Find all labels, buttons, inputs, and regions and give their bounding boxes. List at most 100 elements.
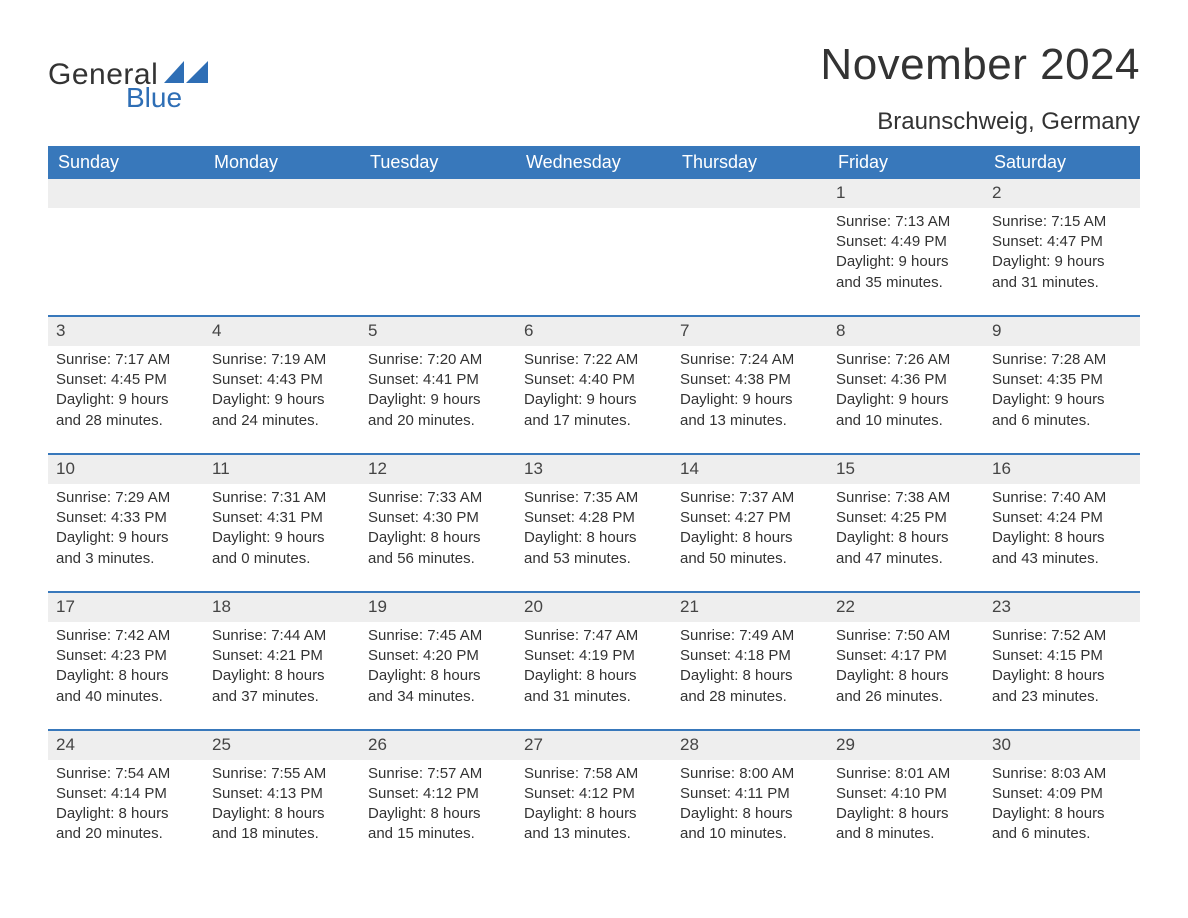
day-dl1: Daylight: 8 hours xyxy=(680,804,820,824)
day-body: Sunrise: 7:24 AMSunset: 4:38 PMDaylight:… xyxy=(672,350,828,431)
day-sunrise: Sunrise: 7:29 AM xyxy=(56,488,196,508)
day-cell xyxy=(516,179,672,315)
day-sunset: Sunset: 4:45 PM xyxy=(56,370,196,390)
day-sunrise: Sunrise: 7:58 AM xyxy=(524,764,664,784)
day-sunset: Sunset: 4:31 PM xyxy=(212,508,352,528)
day-dl1: Daylight: 8 hours xyxy=(992,804,1132,824)
day-number: 20 xyxy=(516,591,672,622)
day-sunset: Sunset: 4:15 PM xyxy=(992,646,1132,666)
day-number: 16 xyxy=(984,453,1140,484)
week-row: 24 Sunrise: 7:54 AMSunset: 4:14 PMDayligh… xyxy=(48,729,1140,867)
day-dl2: and 35 minutes. xyxy=(836,273,976,293)
week-row: 1Sunrise: 7:13 AMSunset: 4:49 PMDaylight… xyxy=(48,179,1140,315)
day-sunrise: Sunrise: 7:37 AM xyxy=(680,488,820,508)
day-number: 10 xyxy=(48,453,204,484)
day-sunrise: Sunrise: 7:49 AM xyxy=(680,626,820,646)
day-cell: 27 Sunrise: 7:58 AMSunset: 4:12 PMDayligh… xyxy=(516,729,672,867)
day-dl2: and 20 minutes. xyxy=(56,824,196,844)
day-sunset: Sunset: 4:41 PM xyxy=(368,370,508,390)
day-dl1: Daylight: 8 hours xyxy=(524,528,664,548)
day-number xyxy=(204,179,360,208)
day-sunset: Sunset: 4:10 PM xyxy=(836,784,976,804)
day-dl2: and 10 minutes. xyxy=(836,411,976,431)
day-dl2: and 28 minutes. xyxy=(680,687,820,707)
day-body: Sunrise: 7:33 AMSunset: 4:30 PMDaylight:… xyxy=(360,488,516,569)
day-dl1: Daylight: 9 hours xyxy=(836,390,976,410)
day-body: Sunrise: 7:19 AMSunset: 4:43 PMDaylight:… xyxy=(204,350,360,431)
day-sunset: Sunset: 4:27 PM xyxy=(680,508,820,528)
day-dl2: and 13 minutes. xyxy=(680,411,820,431)
day-number: 5 xyxy=(360,315,516,346)
day-dl1: Daylight: 9 hours xyxy=(524,390,664,410)
weeks-container: 1Sunrise: 7:13 AMSunset: 4:49 PMDaylight… xyxy=(48,179,1140,867)
day-number: 23 xyxy=(984,591,1140,622)
day-cell: 19Sunrise: 7:45 AMSunset: 4:20 PMDayligh… xyxy=(360,591,516,729)
day-dl2: and 15 minutes. xyxy=(368,824,508,844)
day-body xyxy=(672,212,828,292)
day-dl2: and 0 minutes. xyxy=(212,549,352,569)
day-number: 4 xyxy=(204,315,360,346)
day-dl1: Daylight: 8 hours xyxy=(56,666,196,686)
day-body xyxy=(516,212,672,292)
day-body: Sunrise: 7:54 AMSunset: 4:14 PMDaylight:… xyxy=(48,764,204,845)
logo: General Blue xyxy=(48,58,208,114)
day-sunset: Sunset: 4:18 PM xyxy=(680,646,820,666)
day-cell: 24 Sunrise: 7:54 AMSunset: 4:14 PMDayligh… xyxy=(48,729,204,867)
day-cell: 22Sunrise: 7:50 AMSunset: 4:17 PMDayligh… xyxy=(828,591,984,729)
day-sunset: Sunset: 4:24 PM xyxy=(992,508,1132,528)
weekday-header: Wednesday xyxy=(516,146,672,179)
day-sunset: Sunset: 4:21 PM xyxy=(212,646,352,666)
day-sunrise: Sunrise: 7:40 AM xyxy=(992,488,1132,508)
day-dl1: Daylight: 8 hours xyxy=(524,666,664,686)
day-dl1: Daylight: 9 hours xyxy=(680,390,820,410)
day-body: Sunrise: 7:37 AMSunset: 4:27 PMDaylight:… xyxy=(672,488,828,569)
day-dl2: and 34 minutes. xyxy=(368,687,508,707)
day-cell: 28Sunrise: 8:00 AMSunset: 4:11 PMDayligh… xyxy=(672,729,828,867)
day-sunrise: Sunrise: 7:13 AM xyxy=(836,212,976,232)
day-number: 22 xyxy=(828,591,984,622)
day-number: 14 xyxy=(672,453,828,484)
day-dl1: Daylight: 8 hours xyxy=(212,666,352,686)
day-sunset: Sunset: 4:09 PM xyxy=(992,784,1132,804)
day-dl1: Daylight: 8 hours xyxy=(368,528,508,548)
day-sunset: Sunset: 4:40 PM xyxy=(524,370,664,390)
day-dl2: and 23 minutes. xyxy=(992,687,1132,707)
day-dl1: Daylight: 8 hours xyxy=(992,528,1132,548)
day-dl2: and 6 minutes. xyxy=(992,411,1132,431)
day-number: 24 xyxy=(48,729,204,760)
day-body: Sunrise: 7:38 AMSunset: 4:25 PMDaylight:… xyxy=(828,488,984,569)
day-number: 27 xyxy=(516,729,672,760)
day-dl1: Daylight: 9 hours xyxy=(992,390,1132,410)
day-cell: 14 Sunrise: 7:37 AMSunset: 4:27 PMDayligh… xyxy=(672,453,828,591)
title-block: November 2024 Braunschweig, Germany xyxy=(820,40,1140,136)
day-dl1: Daylight: 9 hours xyxy=(212,390,352,410)
day-cell: 8Sunrise: 7:26 AMSunset: 4:36 PMDaylight… xyxy=(828,315,984,453)
week-row: 10Sunrise: 7:29 AMSunset: 4:33 PMDayligh… xyxy=(48,453,1140,591)
day-sunrise: Sunrise: 7:33 AM xyxy=(368,488,508,508)
day-number: 30 xyxy=(984,729,1140,760)
day-dl2: and 53 minutes. xyxy=(524,549,664,569)
day-cell: 2Sunrise: 7:15 AMSunset: 4:47 PMDaylight… xyxy=(984,179,1140,315)
day-body xyxy=(204,212,360,292)
logo-text-blue: Blue xyxy=(126,82,208,114)
day-dl2: and 31 minutes. xyxy=(524,687,664,707)
day-cell: 12Sunrise: 7:33 AMSunset: 4:30 PMDayligh… xyxy=(360,453,516,591)
day-sunrise: Sunrise: 7:35 AM xyxy=(524,488,664,508)
day-dl2: and 47 minutes. xyxy=(836,549,976,569)
day-sunrise: Sunrise: 7:50 AM xyxy=(836,626,976,646)
day-body: Sunrise: 8:01 AMSunset: 4:10 PMDaylight:… xyxy=(828,764,984,845)
day-body: Sunrise: 7:58 AMSunset: 4:12 PMDaylight:… xyxy=(516,764,672,845)
day-sunrise: Sunrise: 7:17 AM xyxy=(56,350,196,370)
weekday-header: Monday xyxy=(204,146,360,179)
header: General Blue November 2024 Braunschweig,… xyxy=(48,40,1140,136)
day-body: Sunrise: 7:35 AMSunset: 4:28 PMDaylight:… xyxy=(516,488,672,569)
day-sunset: Sunset: 4:13 PM xyxy=(212,784,352,804)
day-cell: 21Sunrise: 7:49 AMSunset: 4:18 PMDayligh… xyxy=(672,591,828,729)
day-number: 28 xyxy=(672,729,828,760)
weekday-header: Sunday xyxy=(48,146,204,179)
day-body xyxy=(48,212,204,292)
day-cell xyxy=(360,179,516,315)
day-cell: 23Sunrise: 7:52 AMSunset: 4:15 PMDayligh… xyxy=(984,591,1140,729)
day-dl1: Daylight: 9 hours xyxy=(212,528,352,548)
day-body: Sunrise: 7:17 AMSunset: 4:45 PMDaylight:… xyxy=(48,350,204,431)
